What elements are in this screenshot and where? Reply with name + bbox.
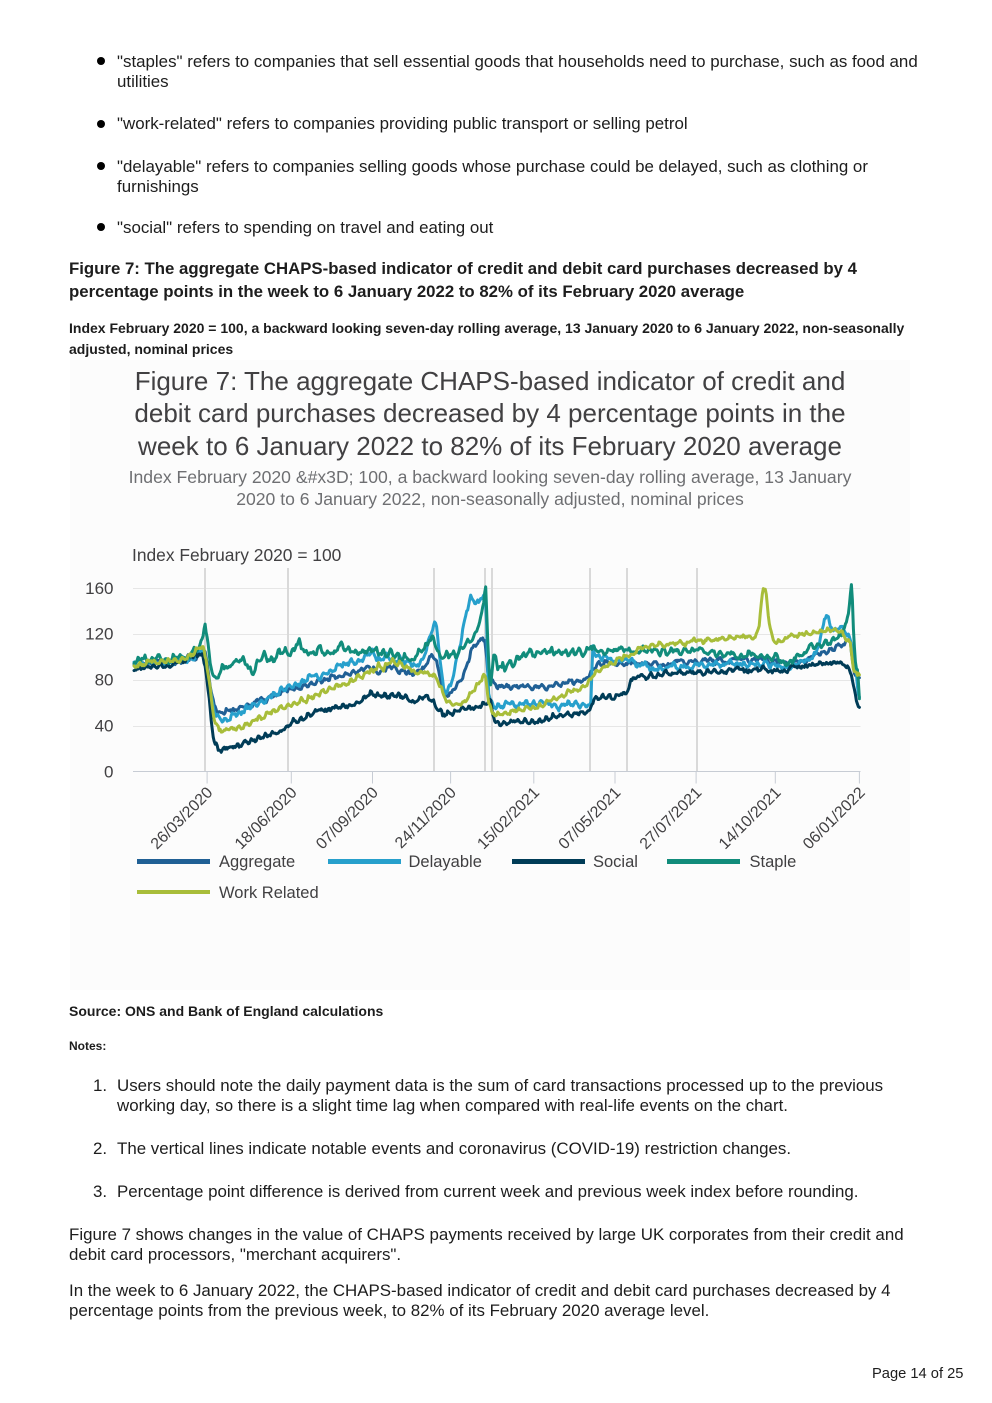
svg-text:07/05/2021: 07/05/2021: [556, 784, 625, 853]
svg-text:26/03/2020: 26/03/2020: [148, 784, 217, 853]
svg-text:14/10/2021: 14/10/2021: [716, 784, 785, 853]
svg-text:15/02/2021: 15/02/2021: [474, 784, 543, 853]
svg-text:24/11/2020: 24/11/2020: [392, 784, 460, 852]
svg-text:27/07/2021: 27/07/2021: [637, 784, 706, 853]
svg-text:40: 40: [95, 717, 114, 736]
svg-text:06/01/2022: 06/01/2022: [800, 784, 869, 853]
svg-text:0: 0: [104, 763, 113, 782]
svg-text:18/06/2020: 18/06/2020: [232, 784, 301, 853]
svg-text:120: 120: [85, 625, 113, 644]
svg-text:80: 80: [95, 671, 114, 690]
svg-text:160: 160: [85, 579, 113, 598]
svg-text:07/09/2020: 07/09/2020: [313, 784, 382, 853]
